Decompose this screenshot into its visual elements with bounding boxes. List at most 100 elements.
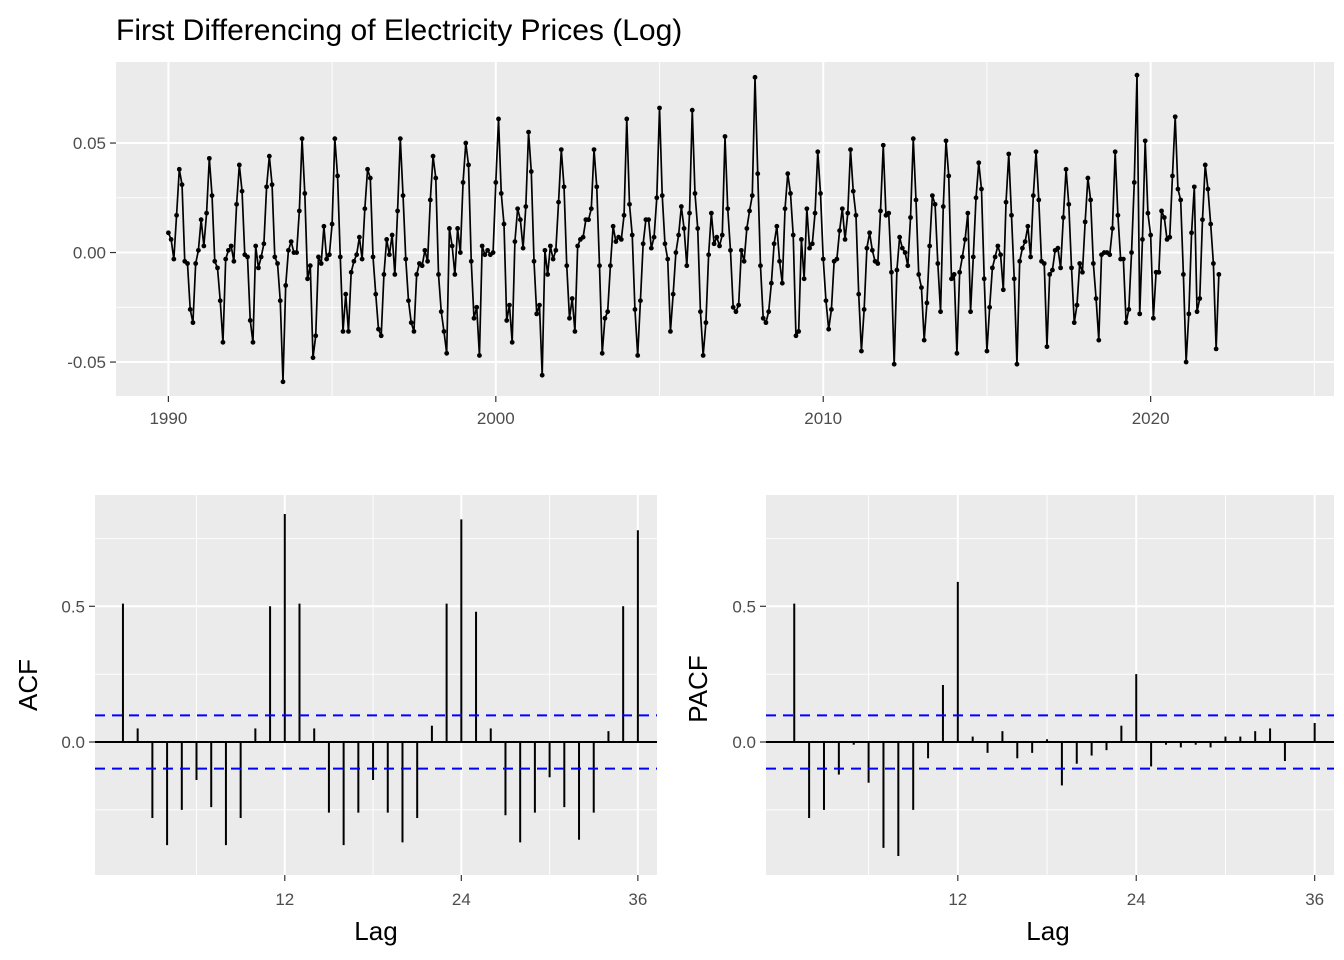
- data-point: [245, 254, 250, 260]
- pacf-confidence-bounds: [766, 714, 1334, 770]
- data-point: [324, 256, 330, 262]
- data-point: [1082, 219, 1088, 225]
- x-tick-label: 24: [452, 890, 471, 909]
- data-point: [878, 208, 883, 214]
- data-point: [441, 328, 447, 334]
- data-point: [842, 237, 848, 242]
- data-point: [185, 261, 190, 266]
- data-point: [561, 184, 567, 190]
- data-point: [864, 245, 870, 251]
- data-point: [206, 155, 212, 161]
- data-point: [591, 147, 597, 153]
- data-point: [801, 276, 807, 282]
- data-point: [558, 147, 564, 153]
- data-point: [220, 339, 226, 345]
- acf-x-axis: 12 24 36: [275, 875, 647, 909]
- data-point: [1112, 149, 1118, 155]
- data-point: [553, 247, 559, 253]
- data-point: [989, 265, 995, 271]
- data-point: [340, 328, 346, 334]
- x-tick-label: 2010: [804, 409, 842, 428]
- data-point: [752, 74, 758, 80]
- data-point: [438, 309, 444, 315]
- data-point: [905, 263, 911, 269]
- data-point: [449, 243, 455, 249]
- data-point: [580, 234, 586, 240]
- data-point: [635, 353, 641, 358]
- data-point: [629, 232, 635, 238]
- data-point: [313, 333, 319, 339]
- data-point: [403, 256, 409, 262]
- data-point: [283, 283, 289, 288]
- data-point: [910, 136, 916, 142]
- data-point: [239, 188, 245, 194]
- data-point: [1090, 261, 1096, 266]
- data-point: [692, 191, 698, 196]
- data-point: [733, 309, 739, 315]
- data-point: [1191, 184, 1197, 190]
- data-point: [261, 241, 267, 247]
- data-point: [1055, 245, 1061, 251]
- data-point: [343, 291, 349, 297]
- data-point: [790, 232, 796, 238]
- data-point: [501, 221, 507, 227]
- data-point: [856, 291, 862, 297]
- data-point: [869, 247, 875, 253]
- data-point: [826, 326, 832, 332]
- data-point: [613, 239, 619, 244]
- data-point: [970, 254, 976, 260]
- data-point: [419, 263, 425, 269]
- data-point: [512, 239, 518, 244]
- data-point: [1003, 199, 1009, 205]
- data-point: [1170, 173, 1175, 179]
- data-point: [1110, 226, 1115, 231]
- data-point: [959, 254, 965, 260]
- data-point: [624, 116, 630, 122]
- data-point: [523, 204, 529, 209]
- acf-y-axis-title: ACF: [13, 659, 43, 711]
- data-point: [992, 254, 998, 260]
- data-point: [891, 361, 897, 367]
- data-point: [1025, 223, 1031, 229]
- y-tick-label: 0.5: [732, 597, 756, 616]
- data-point: [378, 333, 384, 339]
- data-point: [968, 309, 973, 315]
- data-point: [515, 206, 521, 212]
- data-point: [758, 263, 763, 269]
- data-point: [1131, 180, 1137, 185]
- data-point: [621, 212, 627, 218]
- data-point: [1077, 261, 1083, 266]
- data-point: [433, 175, 439, 181]
- data-point: [976, 160, 982, 166]
- data-point: [370, 254, 376, 260]
- data-point: [537, 302, 542, 308]
- data-point: [498, 191, 504, 196]
- data-point: [174, 212, 179, 218]
- data-point: [307, 263, 313, 269]
- data-point: [193, 261, 199, 266]
- data-point: [1033, 149, 1039, 155]
- data-point: [1142, 138, 1148, 144]
- data-point: [812, 210, 818, 216]
- x-tick-label: 36: [628, 890, 647, 909]
- data-point: [528, 169, 534, 174]
- data-point: [861, 307, 867, 312]
- data-point: [1069, 265, 1074, 271]
- data-point: [332, 136, 338, 142]
- pacf-x-axis-title: Lag: [1026, 916, 1069, 946]
- data-point: [725, 206, 731, 212]
- x-tick-label: 1990: [149, 409, 187, 428]
- data-point: [204, 210, 209, 216]
- data-point: [829, 307, 834, 312]
- pacf-y-axis: 0.0 0.5: [732, 597, 766, 752]
- data-point: [526, 129, 531, 135]
- time-series-panel: First Differencing of Electricity Prices…: [67, 14, 1334, 428]
- data-point: [979, 186, 984, 192]
- data-point: [984, 348, 990, 354]
- data-point: [165, 230, 171, 236]
- data-point: [1030, 193, 1036, 199]
- data-point: [747, 208, 752, 214]
- pacf-panel: 0.0 0.5 12 24 36 Lag PACF: [683, 495, 1334, 946]
- data-point: [1180, 272, 1186, 277]
- data-point: [741, 258, 747, 264]
